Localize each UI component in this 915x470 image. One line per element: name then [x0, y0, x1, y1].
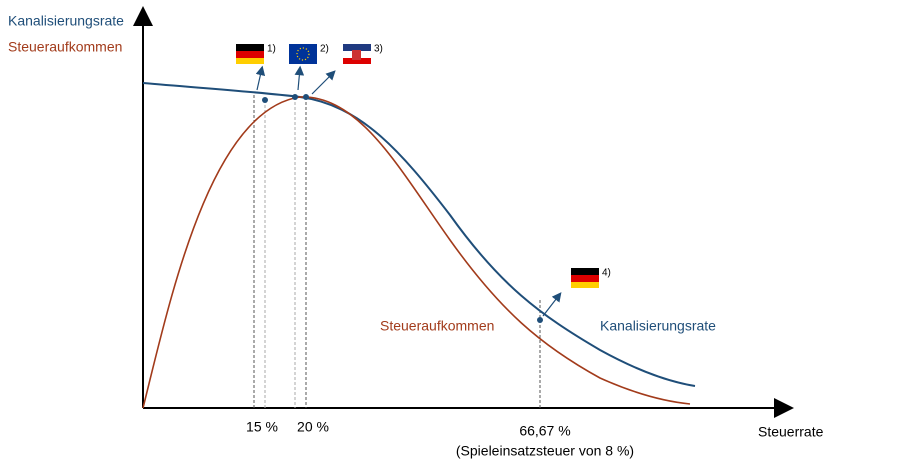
legend-label: Kanalisierungsrate	[8, 13, 124, 29]
x-label: 20 %	[297, 419, 329, 435]
curve-label: Steueraufkommen	[380, 318, 494, 334]
note: 4)	[602, 268, 611, 279]
flag-sh	[343, 44, 371, 64]
point	[262, 97, 268, 103]
note: 2)	[320, 44, 329, 55]
kanalisierung-curve	[142, 82, 696, 387]
point	[292, 94, 298, 100]
arrow	[311, 70, 336, 95]
arrow	[255, 65, 266, 91]
steuer-curve	[142, 96, 691, 409]
x-axis-label: Steuerrate	[758, 424, 824, 440]
x-label: 15 %	[246, 419, 278, 435]
flag-de	[571, 268, 599, 288]
legend-label: Steueraufkommen	[8, 39, 122, 55]
point	[537, 317, 543, 323]
note: 1)	[267, 44, 276, 55]
flag-eu	[289, 44, 317, 64]
x-label-note: (Spieleinsatzsteuer von 8 %)	[456, 443, 634, 459]
arrow	[294, 65, 305, 91]
flag-de	[236, 44, 264, 64]
point	[303, 94, 309, 100]
arrow	[542, 292, 562, 317]
curve-label: Kanalisierungsrate	[600, 318, 716, 334]
x-label: 66,67 %	[519, 423, 570, 439]
note: 3)	[374, 44, 383, 55]
